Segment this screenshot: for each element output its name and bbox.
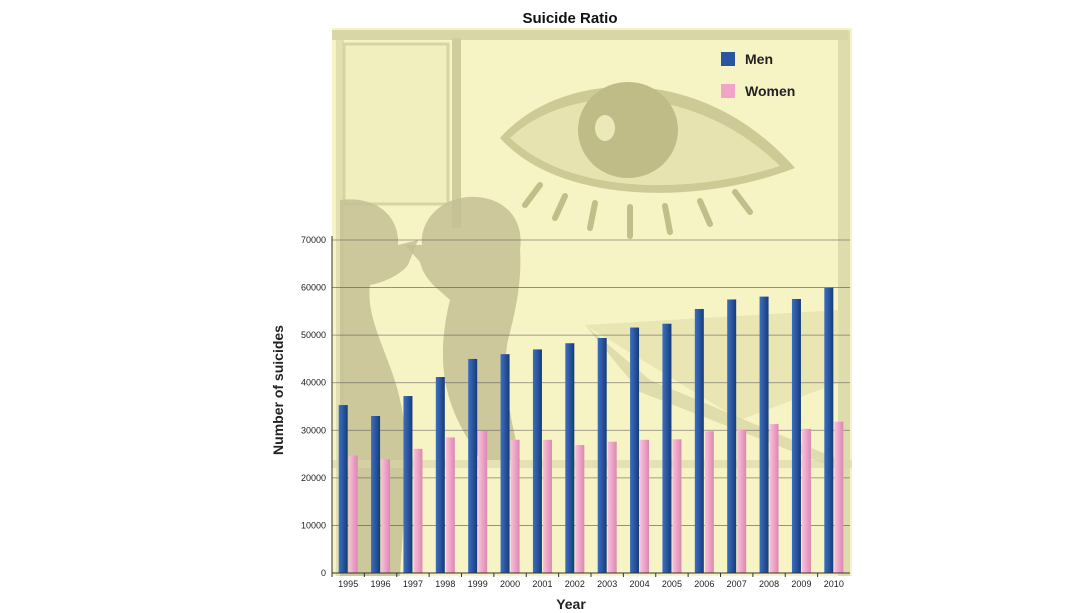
bar-women (801, 428, 811, 573)
x-tick-label: 2007 (727, 579, 747, 589)
legend-label-men: Men (745, 51, 773, 67)
x-tick-label: 2000 (500, 579, 520, 589)
chart-title: Suicide Ratio (522, 10, 618, 27)
bar-men (565, 343, 575, 573)
y-tick-label: 50000 (301, 330, 326, 340)
bar-women (445, 437, 455, 573)
bars-group (338, 287, 844, 573)
x-tick-label: 1996 (371, 579, 391, 589)
x-tick-label: 1995 (338, 579, 358, 589)
y-tick-label: 0 (321, 568, 326, 578)
x-tick-label: 2009 (791, 579, 811, 589)
bar-men (791, 298, 801, 573)
bar-women (769, 424, 779, 573)
bar-women (478, 430, 488, 573)
y-tick-label: 60000 (301, 283, 326, 293)
y-tick-label: 40000 (301, 378, 326, 388)
x-tick-label: 1998 (435, 579, 455, 589)
x-tick-label: 1997 (403, 579, 423, 589)
legend: Men Women (721, 51, 795, 99)
bar-women (640, 439, 650, 573)
bar-men (662, 323, 672, 573)
bar-men (597, 337, 607, 573)
x-tick-label: 2002 (565, 579, 585, 589)
bar-women (737, 429, 747, 573)
bar-women (413, 448, 423, 573)
x-tick-label: 1999 (468, 579, 488, 589)
bar-women (672, 439, 682, 573)
y-tick-label: 10000 (301, 520, 326, 530)
bar-men (435, 377, 445, 573)
bar-men (727, 299, 737, 573)
legend-swatch-men (721, 52, 735, 66)
axes: 0 10000 20000 30000 40000 50000 60000 70000 1995… (270, 235, 850, 612)
bar-men (500, 354, 510, 573)
bar-men (371, 416, 381, 573)
eye-icon (500, 82, 795, 239)
y-axis-title: Number of suicides (270, 325, 286, 455)
bar-men (532, 349, 542, 573)
bar-men (468, 358, 478, 573)
bar-women (542, 439, 552, 573)
x-axis-title: Year (556, 596, 586, 612)
x-tick-label: 2005 (662, 579, 682, 589)
y-tick-label: 70000 (301, 235, 326, 245)
bar-women (834, 421, 844, 573)
bar-women (607, 441, 617, 573)
legend-swatch-women (721, 84, 735, 98)
silhouette-right (405, 196, 521, 460)
bar-women (348, 455, 358, 573)
silhouette-left (340, 199, 418, 577)
y-tick-label: 20000 (301, 473, 326, 483)
bar-men (338, 405, 348, 573)
bar-women (575, 445, 585, 573)
x-tick-label: 2010 (824, 579, 844, 589)
bar-men (630, 327, 640, 573)
x-tick-label: 2008 (759, 579, 779, 589)
bar-men (694, 308, 704, 573)
bar-women (704, 431, 714, 573)
bar-women (381, 459, 391, 573)
x-tick-label: 2006 (694, 579, 714, 589)
bar-women (510, 439, 520, 573)
x-tick-label: 2003 (597, 579, 617, 589)
x-tick-label: 2004 (630, 579, 650, 589)
y-tick-label: 30000 (301, 425, 326, 435)
legend-label-women: Women (745, 83, 795, 99)
bar-men (403, 396, 413, 573)
bar-men (759, 296, 769, 573)
x-tick-label: 2001 (532, 579, 552, 589)
bar-men (824, 287, 834, 573)
